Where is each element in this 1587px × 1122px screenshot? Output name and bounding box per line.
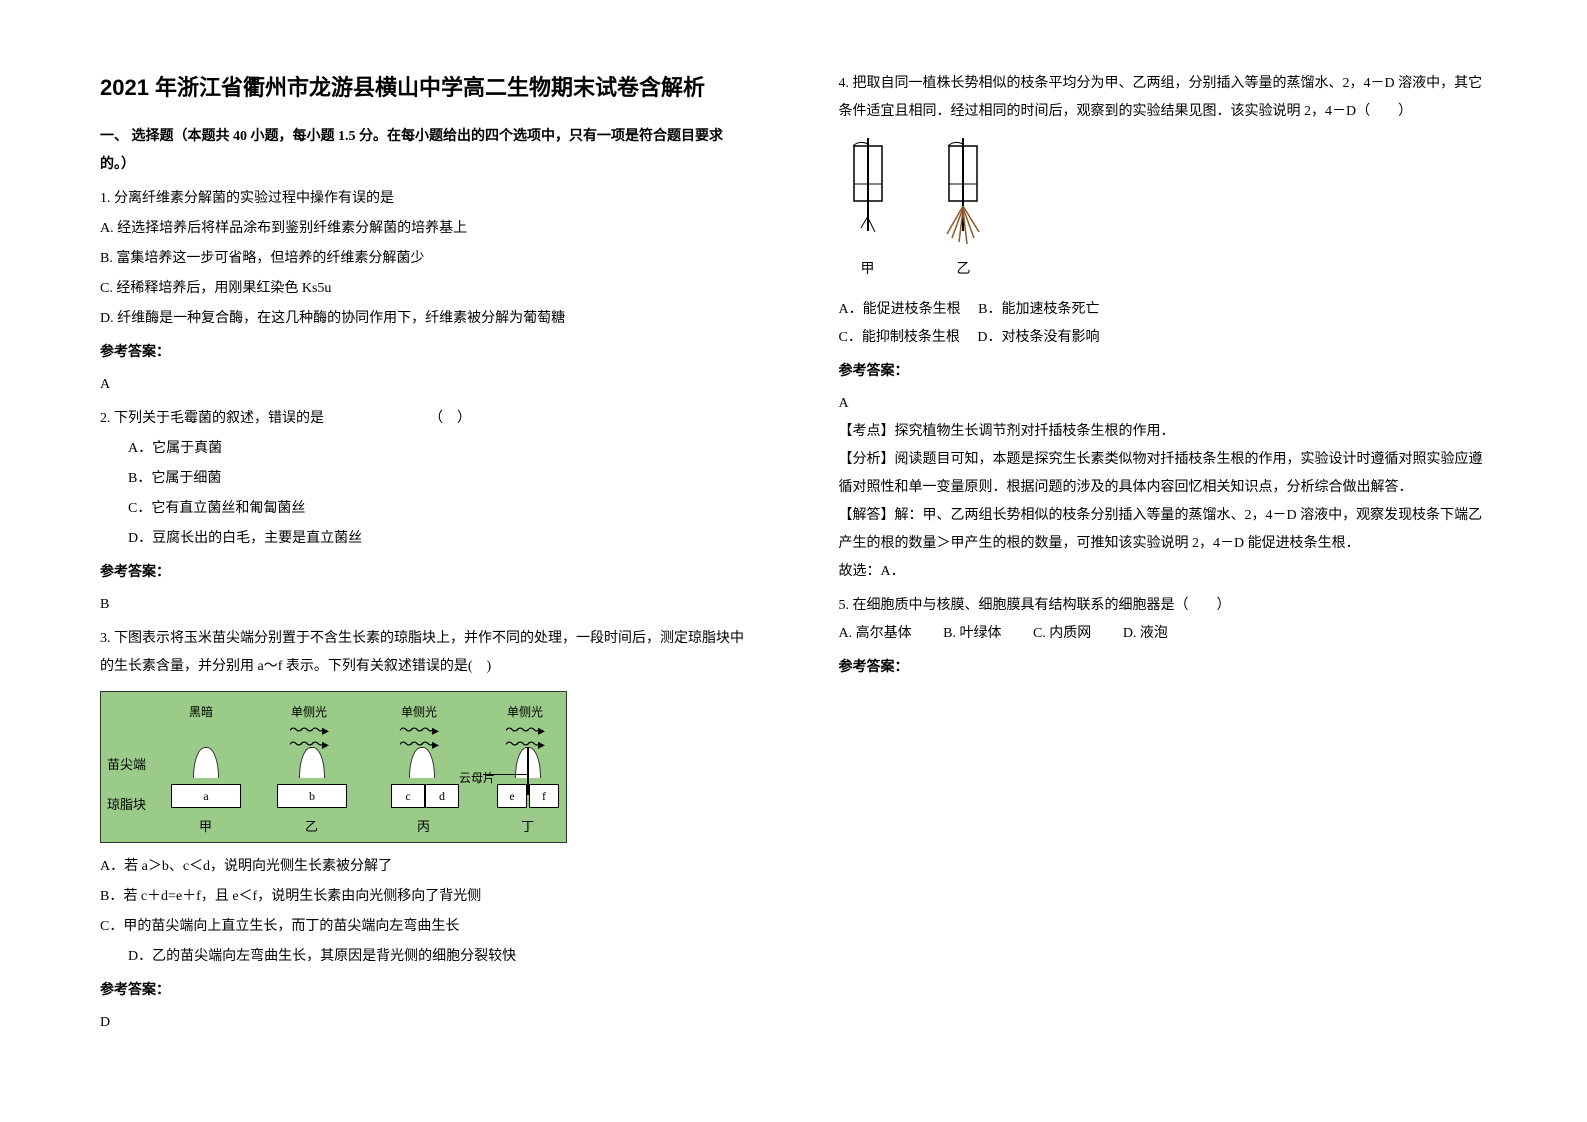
q4-answer-label: 参考答案： [839,358,1488,386]
q3-block-c: c [391,784,425,808]
q4-kaodian: 【考点】探究植物生长调节剂对扦插枝条生根的作用． [839,418,1488,446]
q5-answer-label: 参考答案： [839,654,1488,682]
q4-option-b: B．能加速枝条死亡 [978,302,1099,317]
q4-label-yi: 乙 [957,256,971,284]
q3-mica-lead [483,774,527,775]
q2-answer-label: 参考答案： [100,559,749,587]
q2-option-a: A．它属于真菌 [100,435,749,463]
q3-letter-f: f [542,789,546,803]
q4-options-row2: C．能抑制枝条生根 D．对枝条没有影响 [839,324,1488,352]
q4-diagram: 甲 乙 [839,136,1039,286]
q4-option-a: A．能促进枝条生根 [839,302,961,317]
q3-label-jia: 甲 [199,814,212,840]
q1-answer: A [100,371,749,399]
q1-stem: 1. 分离纤维素分解菌的实验过程中操作有误的是 [100,185,749,213]
page-title: 2021 年浙江省衢州市龙游县横山中学高二生物期末试卷含解析 [100,70,749,105]
q2-option-d: D．豆腐长出的白毛，主要是直立菌丝 [100,525,749,553]
q3-label-ding: 丁 [521,814,534,840]
q4-jieda: 【解答】解：甲、乙两组长势相似的枝条分别插入等量的蒸馏水、2，4－D 溶液中，观… [839,502,1488,558]
q4-options-row1: A．能促进枝条生根 B．能加速枝条死亡 [839,296,1488,324]
q5-stem: 5. 在细胞质中与核膜、细胞膜具有结构联系的细胞器是（ ） [839,592,1488,620]
q5-option-b: B. 叶绿体 [943,626,1001,641]
q3-block-e: e [497,784,527,808]
q3-letter-d: d [439,789,445,803]
q5-option-d: D. 液泡 [1123,626,1168,641]
section-heading: 一、 选择题（本题共 40 小题，每小题 1.5 分。在每小题给出的四个选项中，… [100,123,749,179]
q3-dark-label: 黑暗 [189,700,213,724]
q3-tip-jia [193,747,219,778]
q1-option-b: B. 富集培养这一步可省略，但培养的纤维素分解菌少 [100,245,749,273]
q1-answer-label: 参考答案： [100,339,749,367]
q1-option-c: C. 经稀释培养后，用刚果红染色 Ks5u [100,275,749,303]
q4-label-jia: 甲 [861,256,875,284]
q3-label-yi: 乙 [305,814,318,840]
q3-block-f: f [529,784,559,808]
q4-answer: A [839,390,1488,418]
q3-diagram: 苗尖端 琼脂块 黑暗 a 甲 单侧光 〜〜〜▸ 〜〜〜▸ b 乙 单侧光 〜〜〜… [100,691,567,843]
q3-block-d: d [425,784,459,808]
q3-letter-a: a [203,789,208,803]
q2-option-c: C．它有直立菌丝和匍匐菌丝 [100,495,749,523]
q3-option-b: B．若 c＋d=e＋f，且 e＜f，说明生长素由向光侧移向了背光侧 [100,883,749,911]
q3-option-c: C．甲的苗尖端向上直立生长，而丁的苗尖端向左弯曲生长 [100,913,749,941]
q1-option-a: A. 经选择培养后将样品涂布到鉴别纤维素分解菌的培养基上 [100,215,749,243]
q3-mica-label: 云母片 [459,766,495,790]
exam-page: 2021 年浙江省衢州市龙游县横山中学高二生物期末试卷含解析 一、 选择题（本题… [0,0,1587,1122]
q5-option-a: A. 高尔基体 [839,626,912,641]
q4-option-d: D．对枝条没有影响 [977,330,1099,345]
q3-block-label: 琼脂块 [107,792,146,818]
q3-letter-e: e [509,789,514,803]
q3-tip-label: 苗尖端 [107,752,146,778]
q3-option-a: A．若 a＞b、c＜d，说明向光侧生长素被分解了 [100,853,749,881]
q4-figure: 甲 乙 [839,136,1488,286]
q2-answer: B [100,591,749,619]
q4-guxuan: 故选：A． [839,558,1488,586]
q3-stem: 3. 下图表示将玉米苗尖端分别置于不含生长素的琼脂块上，并作不同的处理，一段时间… [100,625,749,681]
q4-option-c: C．能抑制枝条生根 [839,330,960,345]
q3-answer: D [100,1009,749,1037]
q2-stem: 2. 下列关于毛霉菌的叙述，错误的是 （ ） [100,405,749,433]
q3-letter-b: b [309,789,315,803]
q5-option-c: C. 内质网 [1033,626,1091,641]
q3-label-bing: 丙 [417,814,430,840]
q4-fenxi: 【分析】阅读题目可知，本题是探究生长素类似物对扦插枝条生根的作用，实验设计时遵循… [839,446,1488,502]
q3-block-a: a [171,784,241,808]
q3-letter-c: c [405,789,410,803]
q1-option-d: D. 纤维酶是一种复合酶，在这几种酶的协同作用下，纤维素被分解为葡萄糖 [100,305,749,333]
q3-answer-label: 参考答案： [100,977,749,1005]
q3-block-b: b [277,784,347,808]
q4-stem: 4. 把取自同一植株长势相似的枝条平均分为甲、乙两组，分别插入等量的蒸馏水、2，… [839,70,1488,126]
q5-options: A. 高尔基体 B. 叶绿体 C. 内质网 D. 液泡 [839,620,1488,648]
q3-figure: 苗尖端 琼脂块 黑暗 a 甲 单侧光 〜〜〜▸ 〜〜〜▸ b 乙 单侧光 〜〜〜… [100,691,749,843]
q2-option-b: B．它属于细菌 [100,465,749,493]
q3-option-d: D．乙的苗尖端向左弯曲生长，其原因是背光侧的细胞分裂较快 [100,943,749,971]
